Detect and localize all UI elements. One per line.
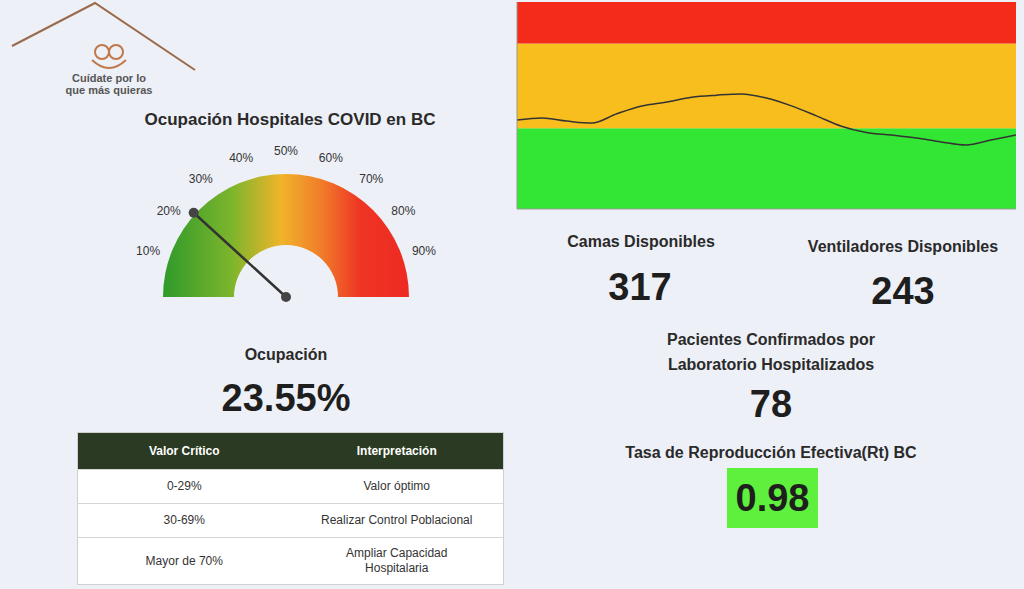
html-text:78: 78 [749, 383, 793, 425]
svg-text:40%: 40% [229, 151, 253, 165]
html-text:Valor Crítico: Valor Crítico [148, 444, 220, 458]
html-text:Interpretación: Interpretación [356, 444, 437, 458]
svg-text:10%: 10% [136, 244, 160, 258]
html-text:Camas Disponibles: Camas Disponibles [567, 233, 715, 250]
html-text:Mayor de 70%: Mayor de 70% [145, 553, 223, 568]
html-text:Realizar Control Poblacional: Realizar Control Poblacional [321, 513, 473, 527]
html-text:0.98: 0.98 [735, 476, 810, 519]
html-text:Cuídate por lo que más quieras: Cuídate por lo que más quieras [65, 72, 153, 96]
svg-text:20%: 20% [157, 204, 181, 218]
html-text:23.55%: 23.55% [221, 377, 351, 419]
html-text:30-69%: 30-69% [163, 513, 205, 527]
html-text:Tasa de Reproducción Efectiva(: Tasa de Reproducción Efectiva(Rt) BC [625, 444, 917, 461]
html-text:0-29%: 0-29% [166, 479, 202, 493]
html-text:Ocupación Hospitales COVID en: Ocupación Hospitales COVID en BC [144, 110, 436, 129]
html-text:Ampliar Capacidad Hospitalaria: Ampliar Capacidad Hospitalaria [346, 546, 448, 575]
html-text:243: 243 [871, 270, 935, 312]
svg-text:80%: 80% [391, 204, 415, 218]
svg-text:60%: 60% [319, 151, 343, 165]
svg-text:90%: 90% [412, 244, 436, 258]
svg-text:70%: 70% [359, 172, 383, 186]
svg-text:50%: 50% [274, 144, 298, 158]
html-text:Valor óptimo: Valor óptimo [363, 479, 430, 493]
html-text:317: 317 [608, 266, 672, 308]
html-text:Pacientes Confirmados por Labo: Pacientes Confirmados por Laboratorio Ho… [667, 331, 875, 373]
html-text:Ocupación: Ocupación [244, 346, 328, 363]
html-text:Ventiladores Disponibles: Ventiladores Disponibles [807, 238, 999, 255]
svg-text:30%: 30% [189, 172, 213, 186]
